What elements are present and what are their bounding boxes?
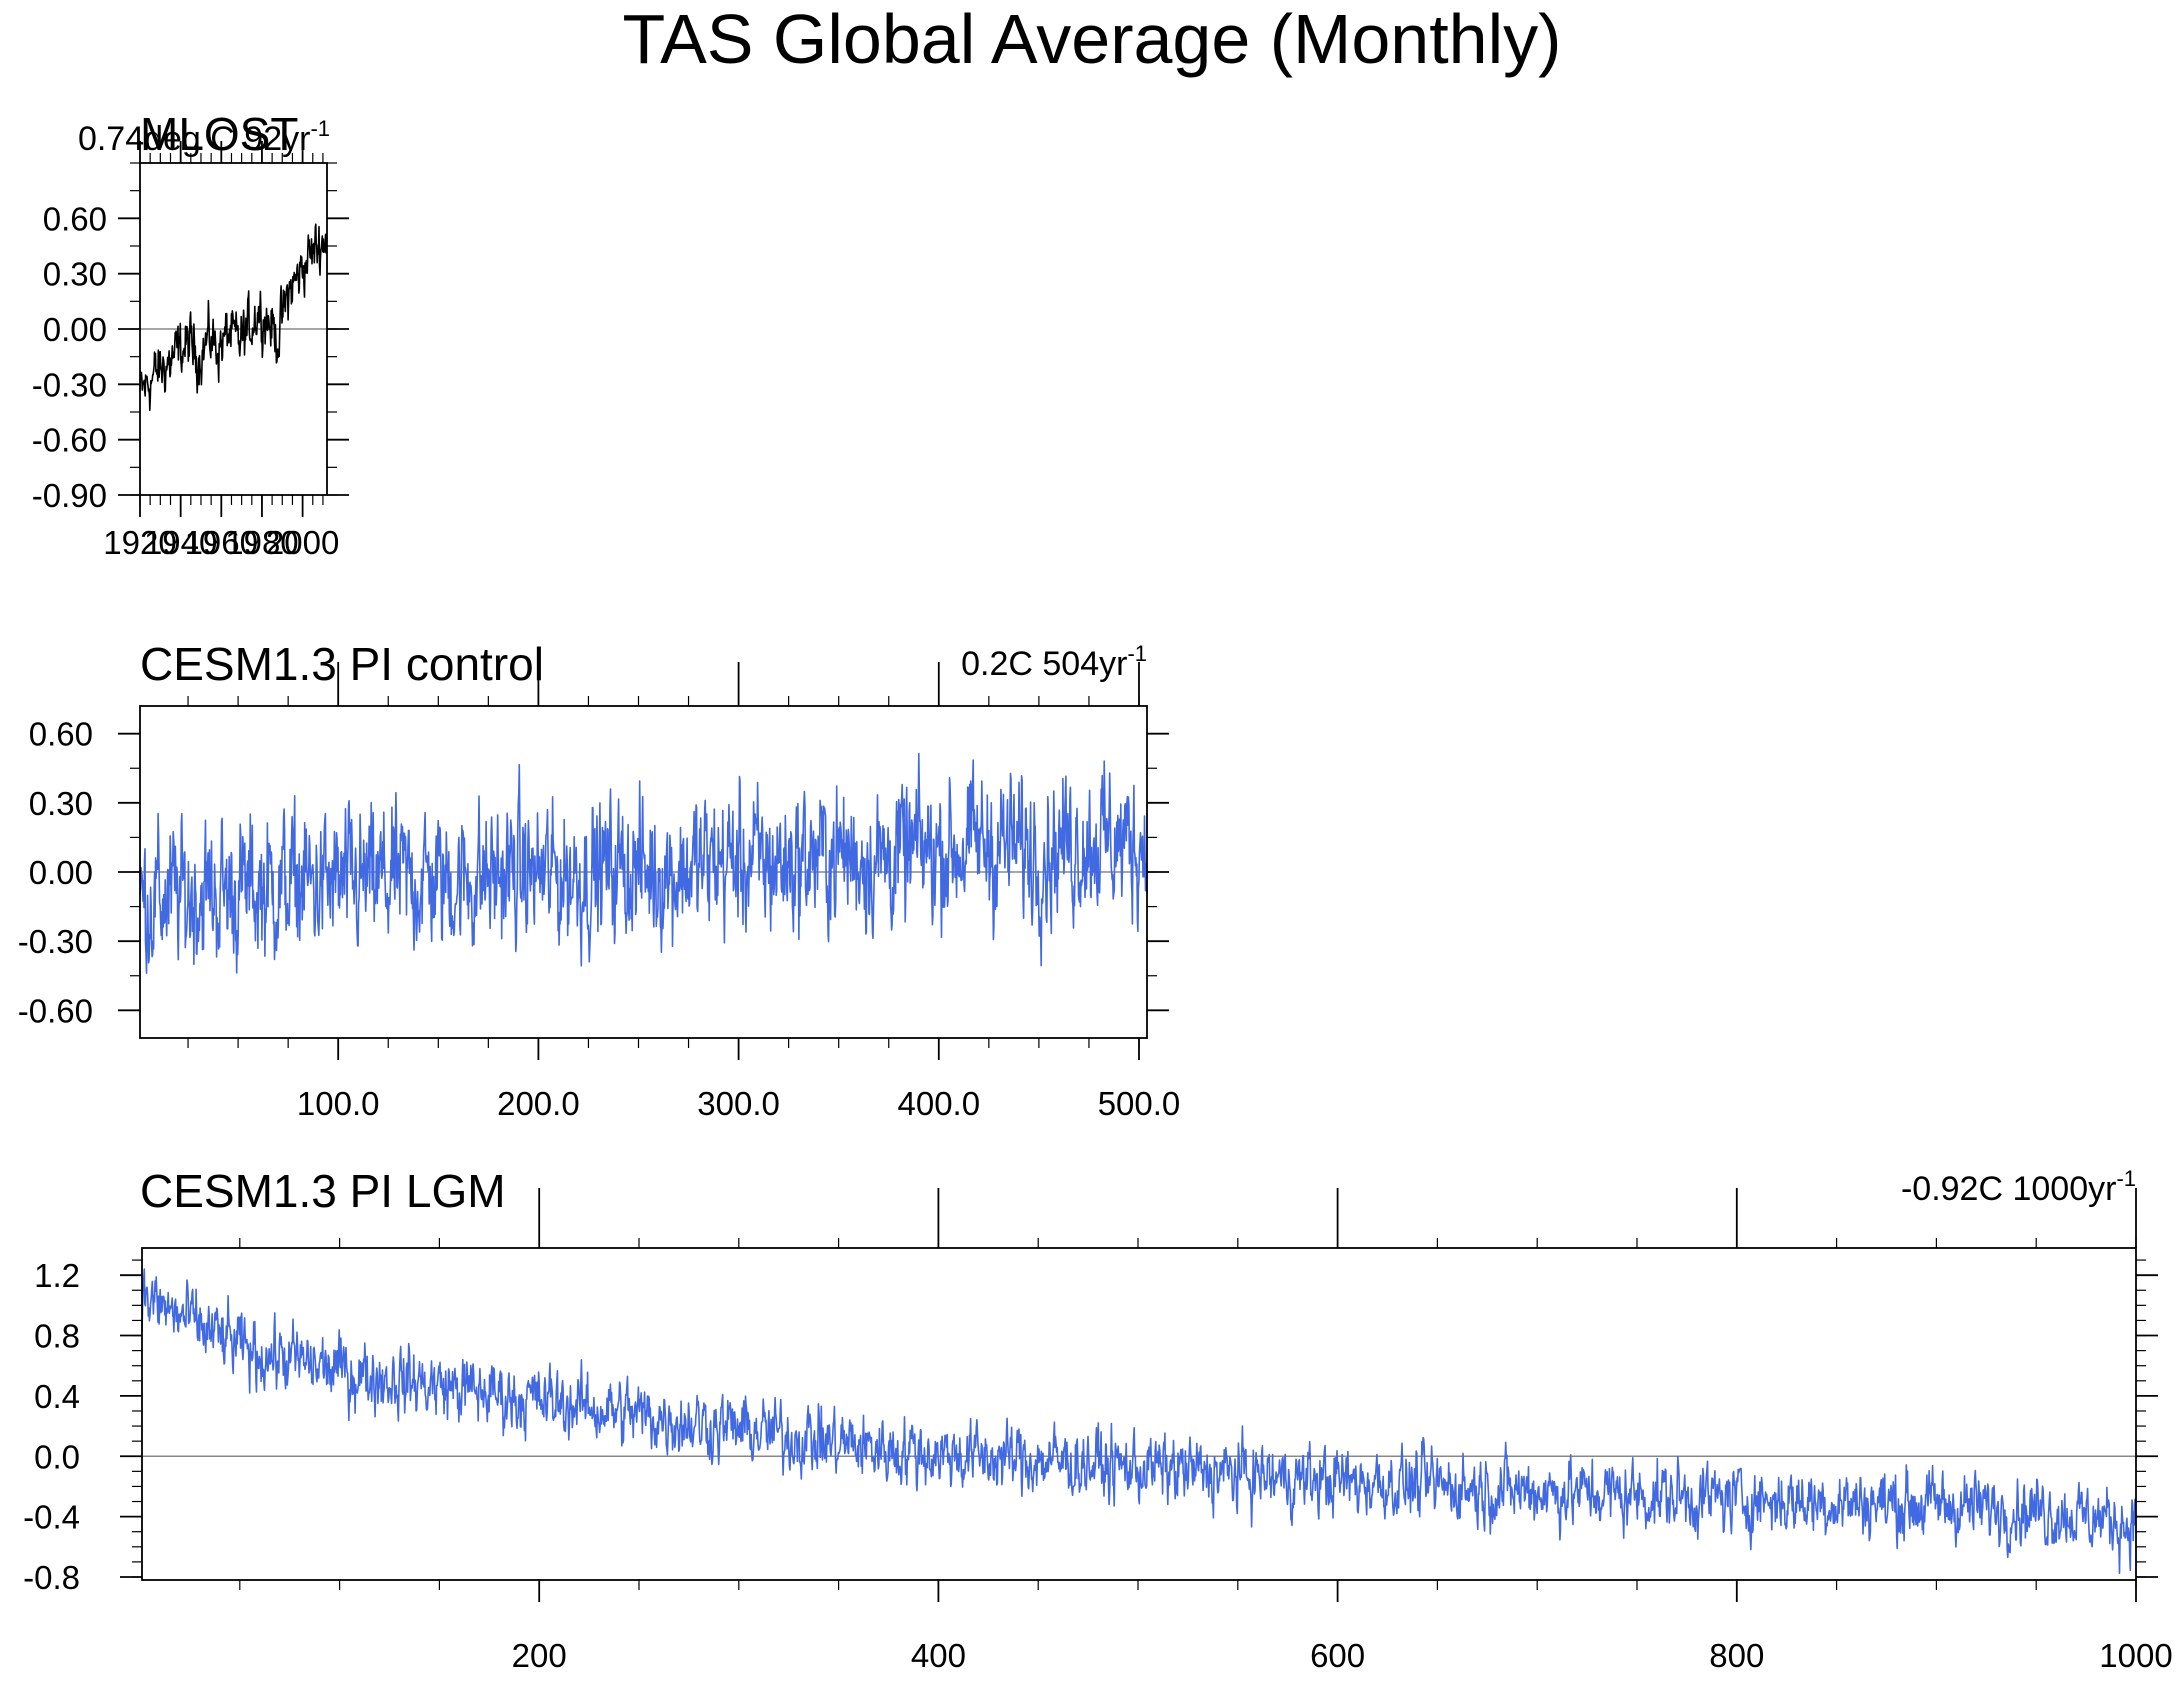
- plot-frame: [141, 1247, 2137, 1581]
- y-tick-label: 0.8: [34, 1318, 80, 1355]
- x-tick-label: 1980: [225, 524, 298, 561]
- x-tick-label: 100.0: [297, 1085, 380, 1122]
- y-tick-label: -0.8: [23, 1559, 80, 1596]
- trend-label: -0.92C 1000yr-1: [1901, 1166, 2136, 1208]
- y-tick-label: -0.60: [32, 422, 107, 459]
- x-tick-label: 400.0: [897, 1085, 980, 1122]
- y-tick-label: -0.30: [32, 366, 107, 403]
- y-tick-label: 0.30: [43, 256, 107, 293]
- x-tick-label: 1940: [144, 524, 217, 561]
- panel-title: MLOST: [140, 108, 298, 160]
- x-tick-label: 500.0: [1098, 1085, 1181, 1122]
- y-tick-label: -0.30: [18, 923, 93, 960]
- x-tick-label: 200: [512, 1637, 567, 1674]
- x-tick-label: 400: [911, 1637, 966, 1674]
- x-tick-label: 200.0: [497, 1085, 580, 1122]
- panel-title: CESM1.3 PI control: [140, 638, 544, 690]
- x-tick-label: 300.0: [697, 1085, 780, 1122]
- series-line: [141, 1268, 2137, 1574]
- y-tick-label: 0.60: [43, 200, 107, 237]
- trend-label: 0.2C 504yr-1: [961, 641, 1147, 683]
- panel-2: CESM1.3 PI control 0.2C 504yr-1 100.0 200.0…: [18, 638, 1181, 1122]
- x-tick-label: 1000: [2099, 1637, 2172, 1674]
- y-tick-label: 1.2: [34, 1257, 80, 1294]
- x-tick-label: 1920: [103, 524, 176, 561]
- x-tick-label: 800: [1709, 1637, 1764, 1674]
- y-tick-label: -0.90: [32, 477, 107, 514]
- y-tick-label: 0.60: [29, 716, 93, 753]
- y-tick-label: -0.4: [23, 1499, 80, 1536]
- y-tick-label: 0.30: [29, 785, 93, 822]
- figure-title: TAS Global Average (Monthly): [623, 0, 1562, 78]
- x-tick-label: 1960: [185, 524, 258, 561]
- panel-title: CESM1.3 PI LGM: [140, 1165, 506, 1217]
- series-line: [139, 752, 1148, 974]
- y-tick-label: 0.00: [29, 854, 93, 891]
- series-line: [139, 223, 328, 412]
- y-tick-label: 0.00: [43, 311, 107, 348]
- x-tick-label: 2000: [266, 524, 339, 561]
- trend-label: 0.74deg C 92yr-1: [78, 116, 330, 158]
- y-tick-label: 0.4: [34, 1378, 80, 1415]
- x-tick-label: 600: [1310, 1637, 1365, 1674]
- panel-3: CESM1.3 PI LGM -0.92C 1000yr-1 200 400 600 80…: [23, 1165, 2173, 1674]
- y-tick-label: 0.0: [34, 1438, 80, 1475]
- y-tick-label: -0.60: [18, 992, 93, 1029]
